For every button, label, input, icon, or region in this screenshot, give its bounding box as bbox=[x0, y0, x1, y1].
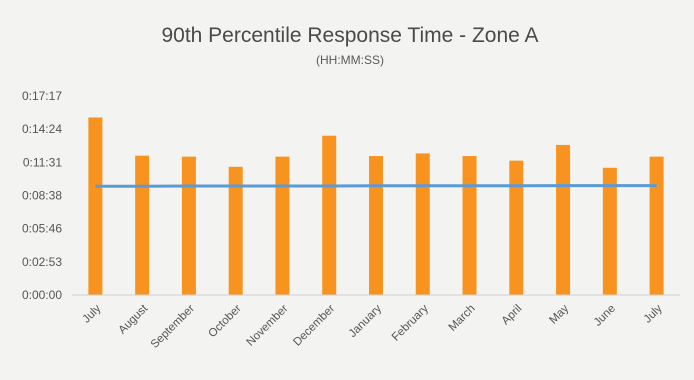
trend-line bbox=[95, 184, 657, 188]
bar-march bbox=[462, 156, 477, 295]
x-tick-label: January bbox=[347, 302, 385, 340]
y-tick-label: 0:17:17 bbox=[22, 89, 62, 103]
x-tick-label: August bbox=[116, 302, 150, 336]
x-tick-label: July bbox=[81, 302, 104, 325]
x-tick-label: July bbox=[642, 302, 665, 325]
bar-june bbox=[602, 167, 617, 295]
bar-april bbox=[509, 160, 524, 295]
x-tick-label: February bbox=[390, 302, 431, 343]
y-tick-label: 0:02:53 bbox=[22, 255, 62, 269]
bar-august bbox=[135, 155, 150, 295]
x-tick-label: September bbox=[149, 303, 197, 351]
x-tick-label: November bbox=[245, 303, 291, 349]
bar-november bbox=[275, 156, 290, 295]
bar-july bbox=[649, 156, 664, 295]
bar-may bbox=[556, 144, 571, 295]
bar-september bbox=[181, 156, 196, 295]
x-tick-label: April bbox=[500, 303, 525, 328]
bar-december bbox=[322, 135, 337, 295]
chart-subtitle: (HH:MM:SS) bbox=[316, 53, 384, 67]
x-tick-label: May bbox=[547, 302, 571, 326]
x-tick-label: March bbox=[447, 303, 478, 334]
bar-january bbox=[369, 156, 383, 295]
bar-october bbox=[228, 166, 243, 295]
bars bbox=[88, 117, 664, 295]
bar-july bbox=[88, 117, 103, 295]
x-tick-label: October bbox=[206, 303, 244, 341]
chart-title: 90th Percentile Response Time - Zone A bbox=[161, 24, 538, 47]
y-tick-label: 0:05:46 bbox=[22, 222, 62, 236]
y-tick-label: 0:08:38 bbox=[22, 189, 62, 203]
y-tick-label: 0:14:24 bbox=[22, 122, 62, 136]
x-tick-label: December bbox=[291, 303, 337, 349]
y-tick-label: 0:00:00 bbox=[22, 288, 62, 302]
trend-line-group bbox=[95, 184, 657, 188]
y-axis-labels: 0:00:00 0:02:53 0:05:46 0:08:38 0:11:31 0:14:… bbox=[22, 89, 62, 302]
y-tick-label: 0:11:31 bbox=[23, 155, 62, 169]
x-tick-label: June bbox=[592, 303, 618, 329]
bar-february bbox=[415, 153, 430, 295]
